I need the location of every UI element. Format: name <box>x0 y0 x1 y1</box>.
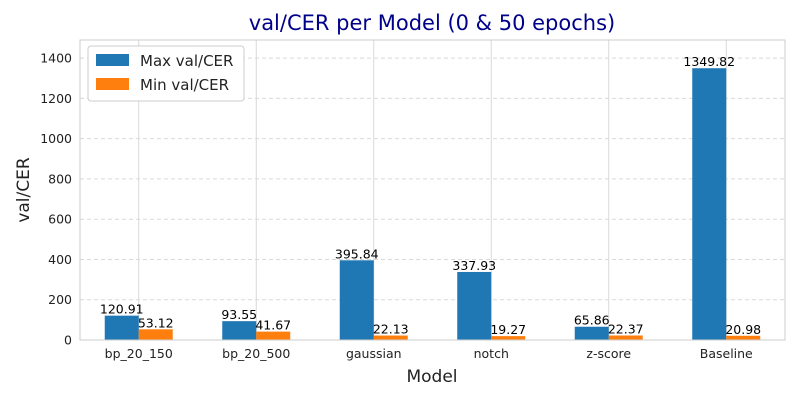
bar-min <box>726 335 761 340</box>
bar-min <box>373 335 408 340</box>
bar-min-label: 41.67 <box>255 318 291 333</box>
y-tick-label: 1200 <box>40 91 72 106</box>
legend-label-max: Max val/CER <box>140 52 233 70</box>
chart-title: val/CER per Model (0 & 50 epochs) <box>249 11 615 35</box>
y-tick-label: 200 <box>48 292 72 307</box>
y-tick-label: 400 <box>48 252 72 267</box>
legend-label-min: Min val/CER <box>140 76 229 94</box>
bar-max-label: 395.84 <box>335 246 379 261</box>
bar-max <box>339 260 374 340</box>
x-tick-label: bp_20_500 <box>222 346 290 361</box>
bar-min <box>256 331 291 340</box>
x-tick-label: bp_20_150 <box>105 346 173 361</box>
bar-max-label: 1349.82 <box>683 54 735 69</box>
bar-min-label: 19.27 <box>490 322 526 337</box>
bar-min-label: 22.37 <box>608 321 644 336</box>
bar-min-label: 22.13 <box>373 322 409 337</box>
x-tick-labels: bp_20_150 bp_20_500 gaussian notch z-score Ba… <box>105 346 753 361</box>
bar-min-label: 20.98 <box>725 322 761 337</box>
legend-swatch-max <box>96 54 129 66</box>
bar-max <box>457 271 492 340</box>
legend: Max val/CER Min val/CER <box>87 45 245 102</box>
x-tick-label: Baseline <box>700 346 753 361</box>
bar-max-label: 65.86 <box>574 313 610 328</box>
x-axis-label: Model <box>406 367 457 387</box>
bar-max-label: 120.91 <box>100 302 144 317</box>
y-tick-label: 1400 <box>40 51 72 66</box>
x-tick-label: gaussian <box>346 346 402 361</box>
bar-min <box>138 329 173 340</box>
plot-frame <box>79 39 786 341</box>
y-tick-label: 600 <box>48 212 72 227</box>
bar-max <box>574 326 609 340</box>
y-tick-label: 800 <box>48 171 72 186</box>
bar-min-label: 53.12 <box>138 315 174 330</box>
bar-max <box>692 68 727 341</box>
bar-min <box>491 336 526 340</box>
y-tick-labels: 0 200 400 600 800 1000 1200 1400 <box>40 51 72 348</box>
bar-min <box>608 335 643 340</box>
bar-max-label: 93.55 <box>221 307 257 322</box>
legend-swatch-min <box>96 78 129 90</box>
x-tick-label: z-score <box>586 346 631 361</box>
bars <box>104 68 761 341</box>
x-tick-label: notch <box>474 346 509 361</box>
y-tick-label: 0 <box>64 333 72 348</box>
y-tick-label: 1000 <box>40 131 72 146</box>
bar-max-label: 337.93 <box>452 258 496 273</box>
bar-max <box>222 321 257 340</box>
y-axis-label: val/CER <box>14 157 34 223</box>
bar-max <box>104 315 139 340</box>
